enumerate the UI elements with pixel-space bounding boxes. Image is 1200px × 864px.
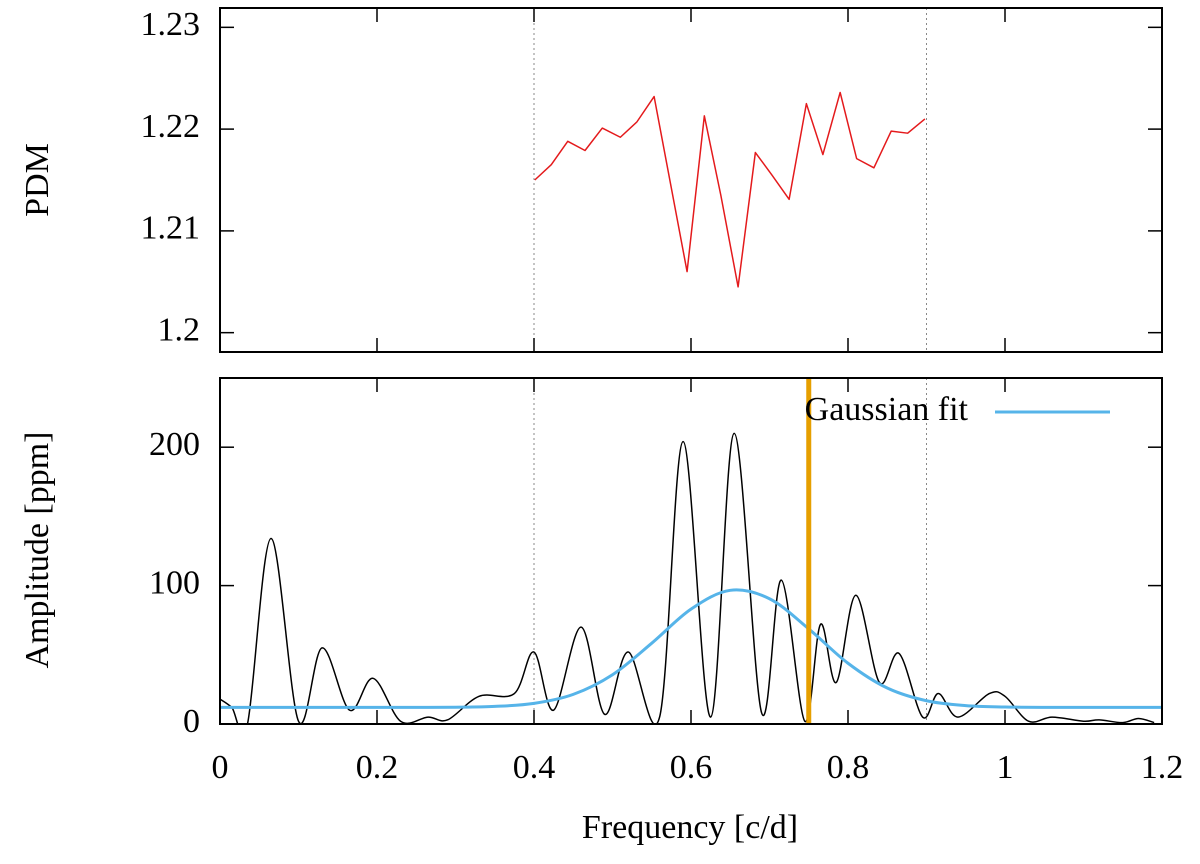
plot-frame [219, 377, 1163, 725]
plot-area [534, 91, 926, 288]
y-tick-label: 100 [149, 564, 200, 601]
y-tick-label: 200 [149, 426, 200, 463]
x-axis-label: Frequency [c/d] [582, 809, 798, 846]
data-line [220, 588, 1162, 709]
x-tick-label: 0.2 [356, 749, 399, 786]
x-tick-label: 0.8 [827, 749, 870, 786]
y-tick-label: 1.22 [141, 108, 201, 145]
x-tick-label: 0.4 [513, 749, 556, 786]
x-tick-label: 1.2 [1141, 749, 1184, 786]
y-tick-label: 1.23 [141, 6, 201, 43]
data-line [220, 432, 1155, 724]
y-axis-label: Amplitude [ppm] [19, 431, 56, 668]
y-tick-label: 1.2 [158, 311, 201, 348]
x-tick-label: 0.6 [670, 749, 713, 786]
legend-label: Gaussian fit [805, 391, 969, 428]
y-axis-label: PDM [19, 143, 56, 217]
plot-area [220, 432, 1162, 724]
y-tick-label: 1.21 [141, 210, 201, 247]
y-tick-label: 0 [183, 703, 200, 740]
data-line [534, 91, 926, 288]
plot-frame [219, 7, 1163, 353]
x-tick-label: 1 [997, 749, 1014, 786]
x-tick-label: 0 [212, 749, 229, 786]
